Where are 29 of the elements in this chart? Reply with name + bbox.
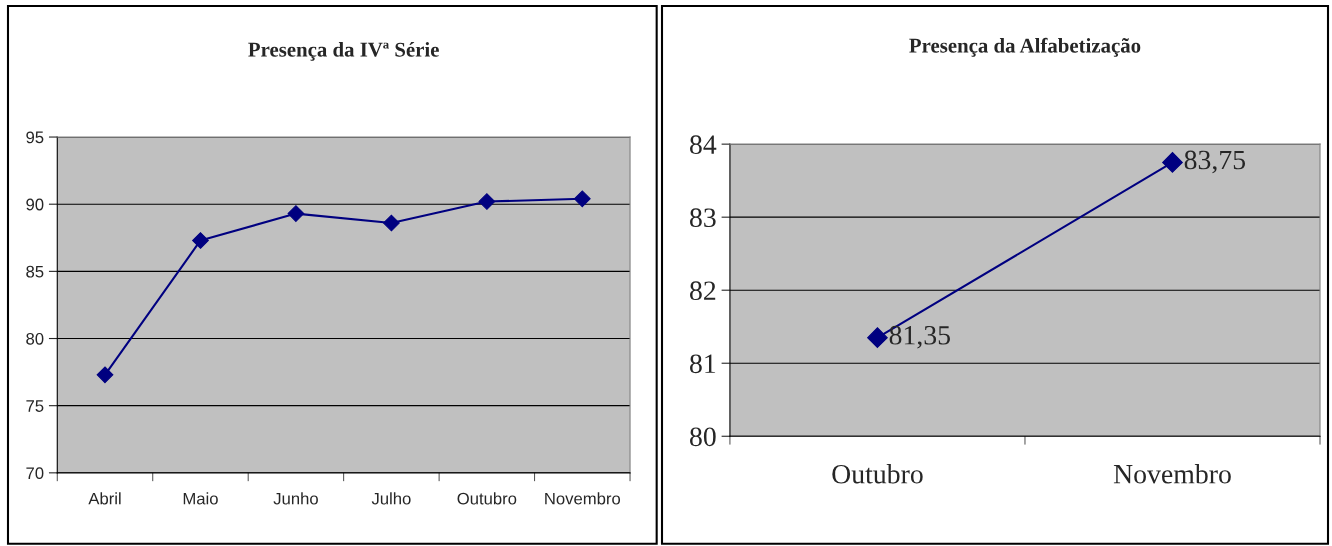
y-tick-label: 80: [26, 332, 44, 345]
point: [192, 232, 209, 249]
text: 83,75: [1184, 150, 1246, 174]
x-tick-label: Abril: [88, 492, 121, 505]
y-tick-label: 81: [690, 354, 716, 374]
point: [287, 205, 305, 222]
y-tick-label: 82: [690, 281, 716, 301]
y-tick-label: 83: [690, 208, 716, 228]
point: [478, 193, 496, 210]
y-tick-label: 70: [26, 467, 44, 480]
chart-title: Presença da Alfabetização: [909, 37, 1141, 57]
point: [383, 214, 400, 232]
x-tick-label: Novembro: [1113, 464, 1231, 484]
chart-title: Presença da IVª Série: [248, 42, 439, 61]
x-tick-label: Junho: [273, 492, 318, 505]
y-tick-label: 75: [26, 400, 44, 412]
y-tick-label: 84: [690, 135, 717, 155]
point: [96, 366, 114, 384]
y-tick-label: 85: [26, 265, 44, 278]
x-tick-label: Maio: [183, 492, 218, 505]
text: 81,35: [889, 325, 950, 349]
y-tick-label: 90: [26, 198, 44, 211]
y-tick-label: 80: [690, 427, 716, 447]
y-tick-label: 95: [26, 131, 44, 144]
x-tick-label: Novembro: [545, 492, 621, 505]
x-tick-label: Outubro: [832, 464, 923, 484]
x-tick-label: Julho: [371, 492, 411, 505]
x-tick-label: Outubro: [457, 492, 517, 505]
point: [573, 190, 591, 208]
